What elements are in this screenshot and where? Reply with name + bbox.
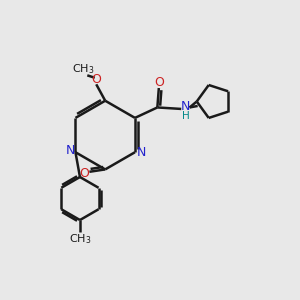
Text: N: N (181, 100, 190, 113)
Text: CH$_3$: CH$_3$ (69, 232, 91, 246)
Text: O: O (80, 167, 89, 180)
Text: N: N (65, 144, 75, 157)
Text: CH$_3$: CH$_3$ (72, 62, 94, 76)
Text: O: O (154, 76, 164, 88)
Text: N: N (137, 146, 146, 159)
Text: H: H (182, 110, 190, 121)
Text: O: O (91, 73, 101, 86)
